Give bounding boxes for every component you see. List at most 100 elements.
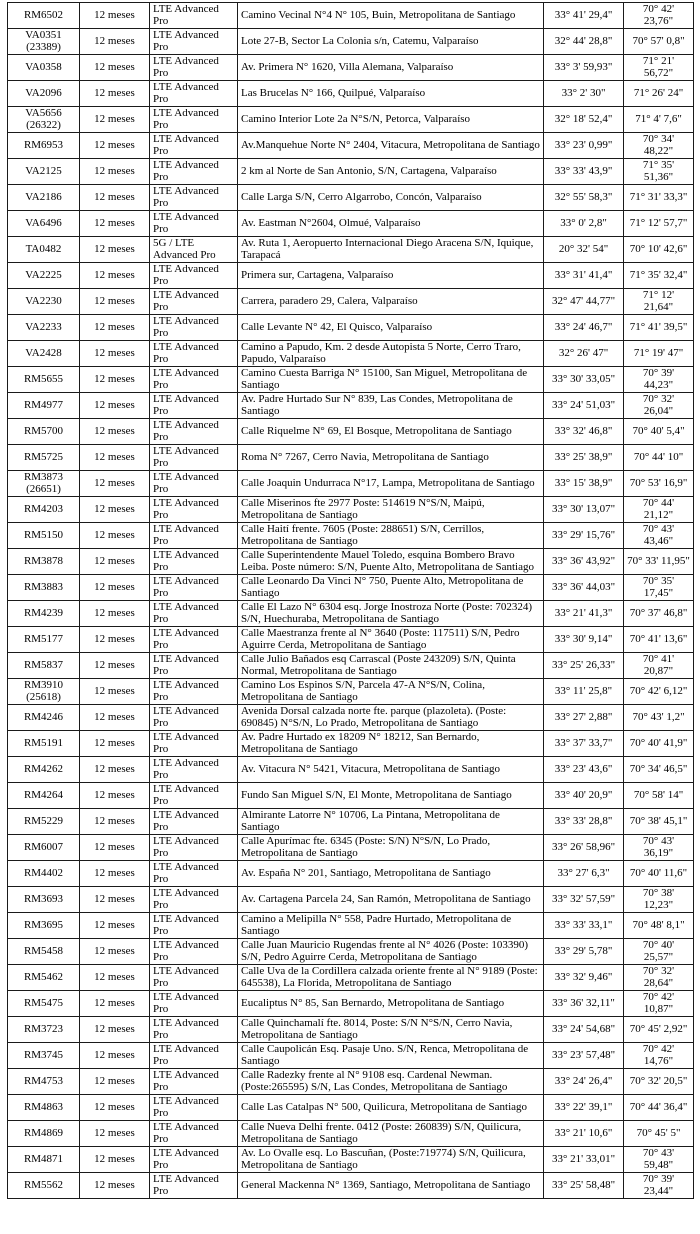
site-code-cell: RM4246 xyxy=(7,704,80,731)
technology-cell: LTE Advanced Pro xyxy=(149,106,238,133)
address-cell: Calle Joaquin Undurraca N°17, Lampa, Met… xyxy=(237,470,544,497)
address-cell: Calle Miserinos fte 2977 Poste: 514619 N… xyxy=(237,496,544,523)
plan-duration-cell: 12 meses xyxy=(79,574,150,601)
latitude-cell: 33° 25' 58,48" xyxy=(543,1172,624,1199)
technology-cell: LTE Advanced Pro xyxy=(149,496,238,523)
table-row: VA0358 12 meses LTE Advanced Pro Av. Pri… xyxy=(7,54,694,81)
table-row: RM4402 12 meses LTE Advanced Pro Av. Esp… xyxy=(7,860,694,887)
plan-duration-cell: 12 meses xyxy=(79,626,150,653)
technology-cell: LTE Advanced Pro xyxy=(149,262,238,289)
table-row: VA2096 12 meses LTE Advanced Pro Las Bru… xyxy=(7,80,694,107)
table-row: VA2186 12 meses LTE Advanced Pro Calle L… xyxy=(7,184,694,211)
technology-cell: LTE Advanced Pro xyxy=(149,964,238,991)
plan-duration-cell: 12 meses xyxy=(79,756,150,783)
address-cell: Calle Las Catalpas N° 500, Quilicura, Me… xyxy=(237,1094,544,1121)
technology-cell: LTE Advanced Pro xyxy=(149,678,238,705)
plan-duration-cell: 12 meses xyxy=(79,652,150,679)
plan-duration-cell: 12 meses xyxy=(79,236,150,263)
longitude-cell: 70° 42' 10,87" xyxy=(623,990,694,1017)
address-cell: Calle Radezky frente al N° 9108 esq. Car… xyxy=(237,1068,544,1095)
site-code-cell: RM5725 xyxy=(7,444,80,471)
latitude-cell: 33° 24' 54,68" xyxy=(543,1016,624,1043)
address-cell: 2 km al Norte de San Antonio, S/N, Carta… xyxy=(237,158,544,185)
longitude-cell: 70° 39' 44,23" xyxy=(623,366,694,393)
site-code-cell: RM3883 xyxy=(7,574,80,601)
latitude-cell: 32° 18' 52,4" xyxy=(543,106,624,133)
site-code-cell: RM5150 xyxy=(7,522,80,549)
longitude-cell: 71° 35' 32,4" xyxy=(623,262,694,289)
site-code-cell: VA0351 (23389) xyxy=(7,28,80,55)
table-row: RM3883 12 meses LTE Advanced Pro Calle L… xyxy=(7,574,694,601)
latitude-cell: 33° 33' 33,1" xyxy=(543,912,624,939)
latitude-cell: 33° 24' 26,4" xyxy=(543,1068,624,1095)
longitude-cell: 70° 39' 23,44" xyxy=(623,1172,694,1199)
latitude-cell: 33° 36' 43,92" xyxy=(543,548,624,575)
latitude-cell: 33° 27' 2,88" xyxy=(543,704,624,731)
plan-duration-cell: 12 meses xyxy=(79,704,150,731)
longitude-cell: 70° 45' 2,92" xyxy=(623,1016,694,1043)
address-cell: Av. Vitacura N° 5421, Vitacura, Metropol… xyxy=(237,756,544,783)
longitude-cell: 71° 35' 51,36" xyxy=(623,158,694,185)
site-code-cell: VA0358 xyxy=(7,54,80,81)
site-code-cell: VA6496 xyxy=(7,210,80,237)
address-cell: Av. Eastman N°2604, Olmué, Valparaíso xyxy=(237,210,544,237)
technology-cell: LTE Advanced Pro xyxy=(149,808,238,835)
longitude-cell: 70° 40' 25,57" xyxy=(623,938,694,965)
plan-duration-cell: 12 meses xyxy=(79,158,150,185)
latitude-cell: 33° 36' 44,03" xyxy=(543,574,624,601)
address-cell: Fundo San Miguel S/N, El Monte, Metropol… xyxy=(237,782,544,809)
technology-cell: LTE Advanced Pro xyxy=(149,392,238,419)
plan-duration-cell: 12 meses xyxy=(79,340,150,367)
table-body: RM6502 12 meses LTE Advanced Pro Camino … xyxy=(7,2,694,1199)
longitude-cell: 71° 12' 57,7" xyxy=(623,210,694,237)
table-row: RM4203 12 meses LTE Advanced Pro Calle M… xyxy=(7,496,694,523)
plan-duration-cell: 12 meses xyxy=(79,54,150,81)
plan-duration-cell: 12 meses xyxy=(79,1042,150,1069)
plan-duration-cell: 12 meses xyxy=(79,860,150,887)
address-cell: Lote 27-B, Sector La Colonia s/n, Catemu… xyxy=(237,28,544,55)
table-row: RM3878 12 meses LTE Advanced Pro Calle S… xyxy=(7,548,694,575)
site-code-cell: RM5655 xyxy=(7,366,80,393)
technology-cell: LTE Advanced Pro xyxy=(149,444,238,471)
table-row: VA2225 12 meses LTE Advanced Pro Primera… xyxy=(7,262,694,289)
table-row: RM4262 12 meses LTE Advanced Pro Av. Vit… xyxy=(7,756,694,783)
technology-cell: LTE Advanced Pro xyxy=(149,1120,238,1147)
latitude-cell: 33° 31' 41,4" xyxy=(543,262,624,289)
table-row: VA2125 12 meses LTE Advanced Pro 2 km al… xyxy=(7,158,694,185)
address-cell: Av. Padre Hurtado ex 18209 N° 18212, San… xyxy=(237,730,544,757)
address-cell: Calle Apurímac fte. 6345 (Poste: S/N) N°… xyxy=(237,834,544,861)
table-row: RM5177 12 meses LTE Advanced Pro Calle M… xyxy=(7,626,694,653)
site-code-cell: RM5837 xyxy=(7,652,80,679)
plan-duration-cell: 12 meses xyxy=(79,496,150,523)
latitude-cell: 33° 21' 10,6" xyxy=(543,1120,624,1147)
plan-duration-cell: 12 meses xyxy=(79,210,150,237)
longitude-cell: 70° 43' 1,2" xyxy=(623,704,694,731)
technology-cell: LTE Advanced Pro xyxy=(149,522,238,549)
technology-cell: LTE Advanced Pro xyxy=(149,2,238,29)
address-cell: Camino Cuesta Barriga N° 15100, San Migu… xyxy=(237,366,544,393)
latitude-cell: 33° 25' 38,9" xyxy=(543,444,624,471)
technology-cell: LTE Advanced Pro xyxy=(149,1068,238,1095)
address-cell: Av. Lo Ovalle esq. Lo Bascuñan, (Poste:7… xyxy=(237,1146,544,1173)
table-row: VA2230 12 meses LTE Advanced Pro Carrera… xyxy=(7,288,694,315)
site-code-cell: VA2186 xyxy=(7,184,80,211)
plan-duration-cell: 12 meses xyxy=(79,782,150,809)
longitude-cell: 71° 19' 47" xyxy=(623,340,694,367)
technology-cell: LTE Advanced Pro xyxy=(149,834,238,861)
technology-cell: LTE Advanced Pro xyxy=(149,756,238,783)
latitude-cell: 33° 30' 9,14" xyxy=(543,626,624,653)
table-row: VA6496 12 meses LTE Advanced Pro Av. Eas… xyxy=(7,210,694,237)
plan-duration-cell: 12 meses xyxy=(79,834,150,861)
site-code-cell: RM6007 xyxy=(7,834,80,861)
table-row: RM5725 12 meses LTE Advanced Pro Roma N°… xyxy=(7,444,694,471)
longitude-cell: 70° 34' 46,5" xyxy=(623,756,694,783)
table-row: RM3695 12 meses LTE Advanced Pro Camino … xyxy=(7,912,694,939)
address-cell: Calle Julio Bañados esq Carrascal (Poste… xyxy=(237,652,544,679)
technology-cell: LTE Advanced Pro xyxy=(149,886,238,913)
latitude-cell: 33° 21' 41,3" xyxy=(543,600,624,627)
latitude-cell: 33° 29' 5,78" xyxy=(543,938,624,965)
latitude-cell: 33° 41' 29,4" xyxy=(543,2,624,29)
site-code-cell: RM5462 xyxy=(7,964,80,991)
table-row: RM5150 12 meses LTE Advanced Pro Calle H… xyxy=(7,522,694,549)
site-code-cell: VA5656 (26322) xyxy=(7,106,80,133)
